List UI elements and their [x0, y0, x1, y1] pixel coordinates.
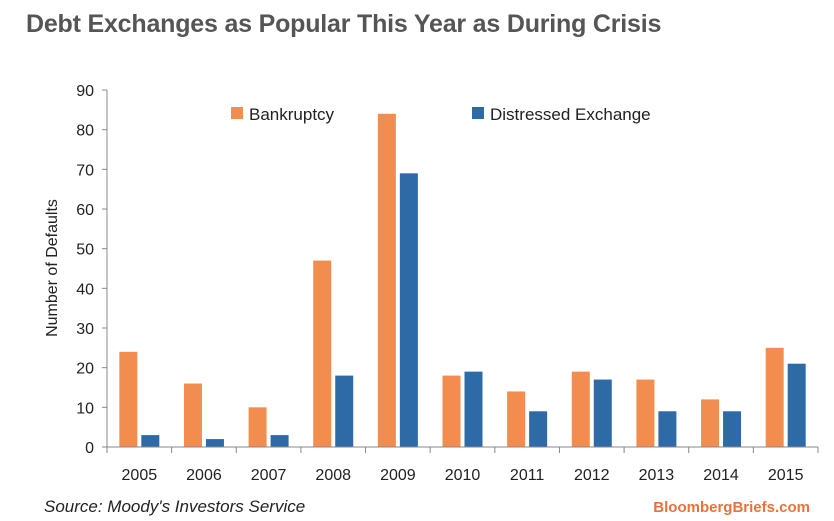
bars-group: [119, 113, 806, 448]
y-tick-label: 0: [85, 440, 94, 457]
bar-bankruptcy-2011: [507, 391, 526, 447]
bar-distressed-exchange-2012: [593, 379, 612, 447]
chart-title: Debt Exchanges as Popular This Year as D…: [26, 10, 662, 38]
bar-bankruptcy-2015: [765, 347, 784, 447]
bar-bankruptcy-2010: [442, 375, 461, 447]
bar-bankruptcy-2008: [313, 260, 332, 447]
bar-bankruptcy-2009: [377, 113, 396, 448]
bar-distressed-exchange-2015: [787, 363, 806, 447]
x-tick-label: 2015: [768, 467, 804, 484]
bar-bankruptcy-2005: [119, 351, 138, 447]
legend-label-distressed-exchange: Distressed Exchange: [490, 105, 651, 124]
y-tick-label: 40: [76, 281, 94, 298]
bar-bankruptcy-2007: [248, 407, 267, 447]
y-tick-label: 60: [76, 202, 94, 219]
bar-distressed-exchange-2014: [723, 411, 742, 447]
x-tick-label: 2008: [315, 467, 351, 484]
y-tick-label: 80: [76, 123, 94, 140]
bar-distressed-exchange-2006: [205, 439, 224, 447]
bar-bankruptcy-2006: [183, 383, 202, 447]
x-tick-label: 2014: [703, 467, 739, 484]
bar-distressed-exchange-2007: [270, 435, 289, 447]
y-axis-title: Number of Defaults: [44, 199, 61, 337]
y-tick-label: 50: [76, 242, 94, 259]
x-tick-label: 2009: [380, 467, 416, 484]
x-tick-label: 2010: [445, 467, 481, 484]
axes: [106, 90, 818, 448]
x-axis-ticks: 2005 2006 2007 2008 2009 2010 2011 2012 2013 2014…: [106, 447, 819, 484]
x-tick-label: 2013: [639, 467, 675, 484]
bar-distressed-exchange-2005: [141, 435, 160, 447]
legend-label-bankruptcy: Bankruptcy: [249, 105, 335, 124]
x-tick-label: 2012: [574, 467, 610, 484]
brand-link[interactable]: BloombergBriefs.com: [653, 499, 810, 516]
y-tick-label: 20: [76, 361, 94, 378]
bar-bankruptcy-2013: [636, 379, 655, 447]
x-tick-label: 2005: [122, 467, 158, 484]
x-tick-label: 2006: [186, 467, 222, 484]
y-tick-label: 30: [76, 321, 94, 338]
bar-distressed-exchange-2010: [464, 371, 483, 447]
bar-bankruptcy-2012: [571, 371, 590, 447]
y-tick-label: 10: [76, 400, 94, 417]
legend-swatch-bankruptcy: [231, 107, 243, 119]
bar-distressed-exchange-2011: [529, 411, 548, 447]
bar-distressed-exchange-2009: [399, 173, 418, 448]
x-tick-label: 2011: [510, 467, 545, 484]
y-tick-label: 70: [76, 162, 94, 179]
bar-bankruptcy-2014: [701, 399, 720, 447]
bar-distressed-exchange-2013: [658, 411, 677, 447]
bar-distressed-exchange-2008: [335, 375, 354, 447]
y-axis-ticks: 0 10 20 30 40 50 60 70 80 90: [76, 83, 107, 457]
legend: Bankruptcy Distressed Exchange: [231, 105, 651, 124]
source-note: Source: Moody's Investors Service: [44, 497, 306, 516]
y-tick-label: 90: [76, 83, 94, 100]
x-tick-label: 2007: [251, 467, 287, 484]
legend-swatch-distressed-exchange: [472, 107, 484, 119]
